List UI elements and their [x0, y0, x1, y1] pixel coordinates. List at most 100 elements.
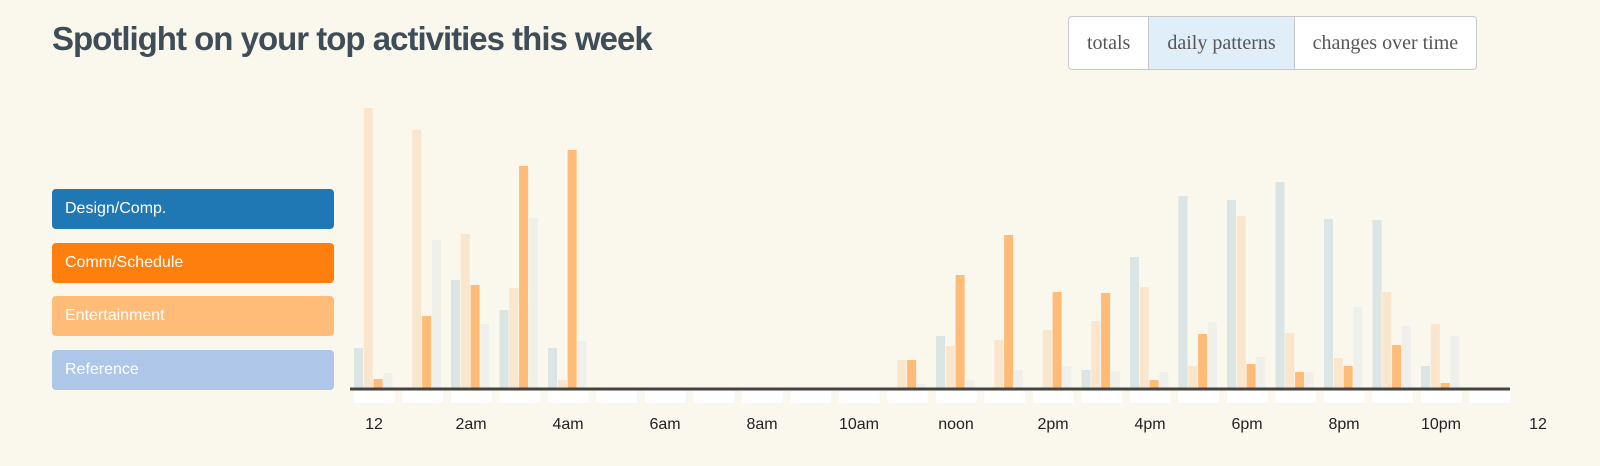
bar	[1101, 293, 1111, 388]
bar	[1198, 334, 1208, 388]
bar	[936, 336, 945, 388]
tab-button[interactable]: totals	[1087, 32, 1131, 54]
view-tabs: totals daily patterns changes over time	[1068, 16, 1478, 70]
bar	[1013, 370, 1023, 388]
slot-marker	[1081, 391, 1122, 403]
bar	[1236, 216, 1246, 388]
bar	[373, 379, 383, 388]
legend-button[interactable]: Design/Comp.	[52, 189, 334, 229]
bar	[383, 373, 393, 388]
x-tick-label: 2am	[455, 416, 486, 433]
x-tick-label: 8am	[746, 416, 777, 433]
slot-marker	[499, 391, 540, 403]
bar	[509, 288, 519, 388]
slot-marker	[354, 391, 395, 403]
slot-marker	[1372, 391, 1413, 403]
bar	[1304, 372, 1314, 388]
slot-marker	[1324, 391, 1365, 403]
bar	[907, 360, 917, 388]
page-title: Spotlight on your top activities this we…	[52, 20, 653, 57]
bar	[480, 324, 490, 388]
bar	[1343, 366, 1353, 388]
bar	[1382, 292, 1392, 388]
slot-marker	[402, 391, 443, 403]
slot-marker	[693, 391, 734, 403]
bar	[412, 130, 422, 388]
bar	[1081, 370, 1091, 388]
slot-marker	[1227, 391, 1268, 403]
slot-marker	[1130, 391, 1171, 403]
bar	[1042, 330, 1052, 388]
x-tick-label: 10pm	[1421, 416, 1461, 433]
slot-marker	[1275, 391, 1316, 403]
legend-button[interactable]: Entertainment	[52, 296, 334, 337]
bar	[354, 348, 363, 388]
bar	[1353, 307, 1363, 388]
x-tick-label: 4pm	[1134, 416, 1165, 433]
bar	[1392, 345, 1402, 388]
bar	[1430, 324, 1440, 388]
x-tick-label: 12	[365, 416, 383, 433]
slot-marker	[984, 391, 1025, 403]
bar	[1450, 336, 1460, 388]
bar	[1004, 235, 1014, 388]
bar	[945, 346, 955, 388]
x-tick-label: 6pm	[1231, 416, 1262, 433]
bar	[1421, 366, 1430, 388]
bar	[1110, 371, 1120, 388]
bar	[1295, 372, 1305, 388]
bar	[460, 234, 470, 388]
slot-marker	[451, 391, 492, 403]
bar	[1052, 292, 1062, 388]
bar	[1372, 220, 1382, 388]
slot-marker	[548, 391, 589, 403]
bar	[422, 316, 432, 388]
bar	[1188, 366, 1198, 388]
bar	[1207, 322, 1217, 388]
bar	[897, 360, 907, 388]
bar	[1227, 200, 1236, 388]
bar	[1062, 366, 1072, 388]
tab-button[interactable]: changes over time	[1293, 17, 1476, 69]
bar	[557, 380, 567, 388]
bar	[1246, 364, 1256, 388]
bar	[363, 108, 373, 388]
bar	[528, 218, 538, 388]
slot-marker	[1033, 391, 1074, 403]
x-tick-label: 12	[1529, 416, 1547, 433]
bar	[1285, 333, 1295, 388]
slot-marker	[887, 391, 928, 403]
slot-marker	[839, 391, 880, 403]
x-tick-label: 4am	[552, 416, 583, 433]
bar	[548, 348, 557, 388]
bar	[1091, 321, 1101, 388]
bar	[499, 310, 509, 388]
tab-button[interactable]: daily patterns	[1148, 17, 1294, 69]
bar	[1440, 383, 1450, 388]
legend-button[interactable]: Comm/Schedule	[52, 242, 334, 283]
bar	[1333, 358, 1343, 388]
slot-marker	[596, 391, 637, 403]
x-tick-label: noon	[938, 416, 974, 433]
bar	[577, 341, 587, 388]
legend-button[interactable]: Reference	[52, 350, 334, 391]
slot-marker	[790, 391, 831, 403]
bar	[431, 240, 441, 388]
bar	[519, 166, 529, 388]
bar	[955, 275, 965, 388]
x-tick-label: 10am	[839, 416, 879, 433]
bar	[451, 280, 460, 388]
bar	[1149, 380, 1159, 388]
slot-marker	[1469, 391, 1510, 403]
slot-marker	[1178, 391, 1219, 403]
bar	[1256, 357, 1266, 388]
slot-marker	[1421, 391, 1462, 403]
bar	[567, 150, 577, 388]
bar	[1178, 196, 1188, 388]
x-tick-label: 8pm	[1328, 416, 1359, 433]
x-tick-label: 6am	[649, 416, 680, 433]
slot-marker	[742, 391, 783, 403]
bar	[1130, 257, 1139, 388]
bar	[994, 340, 1004, 388]
